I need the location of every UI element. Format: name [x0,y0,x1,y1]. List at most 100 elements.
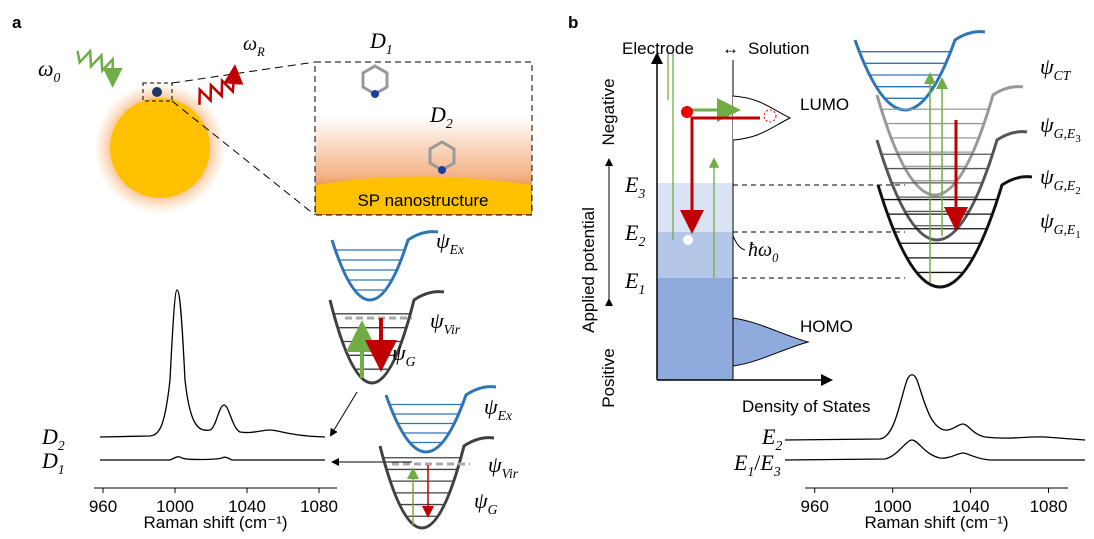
symbol-label: D1 [369,28,393,57]
symbol-part: G,E [1054,178,1076,193]
symbol-part: 0 [772,251,779,265]
nanoparticle [110,98,210,198]
label: SP nanostructure [357,191,488,210]
homo-peak [733,318,808,366]
symbol-label: ψG [474,488,498,517]
symbol-part: 1 [747,464,754,479]
label: b [568,13,578,32]
label: Positive [599,348,618,408]
symbol-part: 2 [58,438,65,453]
symbol-part: D [429,102,446,127]
symbol-part: Ex [497,408,512,423]
symbol-label: ψG,E3 [1040,112,1081,145]
symbol-part: CT [1054,68,1072,83]
symbol-part: G [406,354,416,369]
label: Electrode [622,39,694,58]
symbol-label: E1/E3 [733,450,781,479]
figure: abω0ωRD1D2SP nanostructureψExψVirψGψExψV… [0,0,1094,534]
spectrum-d2 [100,290,325,437]
level-lines [733,185,905,278]
symbol-part: Vir [444,322,461,337]
label: Negative [599,78,618,145]
filled-states-e2 [657,232,733,278]
symbol-part: G,E [1054,126,1076,141]
symbol-part: ψ [430,308,444,333]
symbol-part: D [41,448,58,473]
symbol-part: 1 [638,282,645,297]
label: Density of States [742,397,871,416]
symbol-part: 2 [638,234,645,249]
symbol-part: ω [38,56,54,81]
spectrum-d1 [100,457,325,460]
symbol-part: 0 [54,70,61,85]
symbol-label: ψEx [484,394,512,423]
symbol-part: R [256,45,265,59]
label: ↔ [722,39,739,58]
x-axis-label: Raman shift (cm⁻¹) [864,513,1008,532]
symbol-part: E [624,268,639,293]
symbol-part: ψ [1040,208,1054,233]
symbol-label: E3 [624,172,645,201]
symbol-part: ψ [436,228,450,253]
symbol-part: 1 [1075,229,1081,241]
symbol-part: E [624,220,639,245]
label: HOMO [800,317,853,336]
symbol-part: 1 [386,42,393,57]
symbol-label: ψG,E2 [1040,164,1081,197]
potential-well [877,87,1023,195]
symbol-label: E2 [761,424,782,453]
electron [681,106,693,118]
photon-pointer [733,236,745,250]
symbol-part: ψ [484,394,498,419]
symbol-part: ω [243,33,257,55]
symbol-label: ħω0 [748,239,779,265]
molecule-dot [152,87,162,97]
x-tick-label: 1080 [300,497,338,516]
symbol-part: 2 [446,116,453,131]
symbol-part: 3 [1075,133,1081,145]
x-tick-label: 1080 [1030,497,1068,516]
label: Solution [748,39,809,58]
symbol-part: D [41,424,58,449]
incident-photon [71,47,120,83]
symbol-part: E [733,450,748,475]
symbol-part: D [369,28,386,53]
symbol-part: ħω [748,239,772,261]
symbol-label: ω0 [38,56,61,85]
hole [683,235,693,245]
symbol-part: ψ [1040,54,1054,79]
filled-states-e1 [657,278,733,380]
symbol-part: ψ [474,488,488,513]
symbol-part: E [761,424,776,449]
symbol-label: ψVir [430,308,461,337]
x-axis-label: Raman shift (cm⁻¹) [143,513,287,532]
symbol-label: ψG,E1 [1040,208,1081,241]
symbol-part: ψ [488,452,502,477]
symbol-part: 2 [1075,185,1081,197]
symbol-label: ψG [392,340,416,369]
symbol-part: E [759,450,774,475]
symbol-part: ψ [1040,112,1054,137]
pointer-arrow [331,392,357,435]
scattered-photon [192,69,242,105]
symbol-label: ωR [243,33,265,59]
label: LUMO [800,95,849,114]
symbol-label: ψVir [488,452,519,481]
label: Applied potential [579,207,598,333]
symbol-part: 3 [773,464,781,479]
symbol-label: E1 [624,268,645,297]
label: a [12,13,22,32]
symbol-part: 2 [775,438,782,453]
symbol-part: ψ [392,340,406,365]
symbol-label: ψCT [1040,54,1072,83]
symbol-part: 3 [637,186,645,201]
symbol-part: G,E [1054,222,1076,237]
potential-well [380,438,494,528]
filled-states-e3 [657,183,733,232]
symbol-part: Vir [502,466,519,481]
x-tick-label: 960 [801,497,829,516]
symbol-label: ψEx [436,228,464,257]
symbol-part: G [488,502,498,517]
symbol-part: Ex [449,242,464,257]
x-tick-label: 960 [89,497,117,516]
